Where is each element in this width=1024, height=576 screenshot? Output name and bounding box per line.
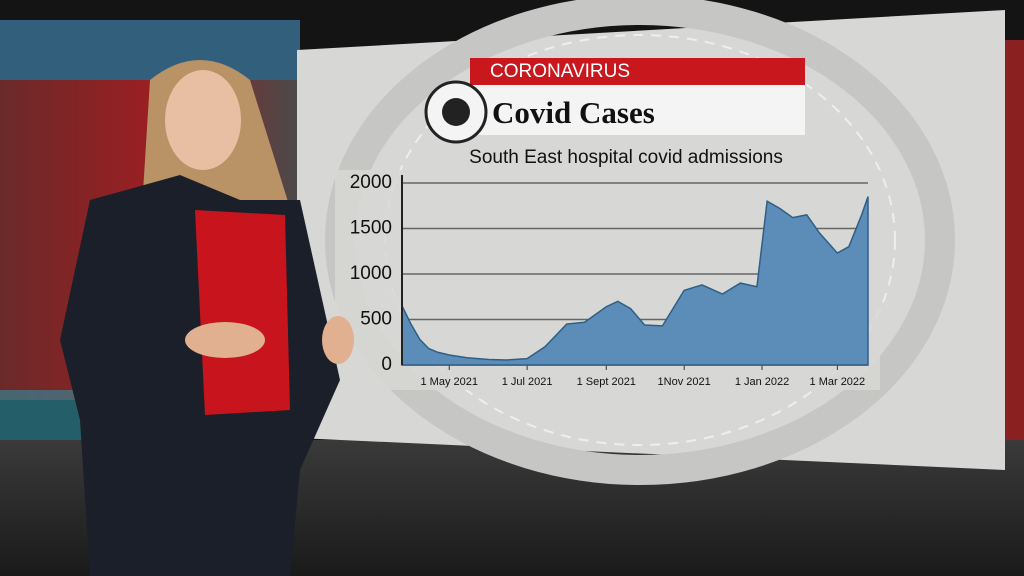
chart-title: South East hospital covid admissions xyxy=(469,147,783,168)
face xyxy=(165,70,241,170)
blouse xyxy=(195,210,290,415)
y-tick-label: 2000 xyxy=(350,172,392,193)
heading-box xyxy=(470,85,805,135)
hand xyxy=(322,316,354,364)
x-tick-label: 1 Jul 2021 xyxy=(502,376,553,388)
presenter xyxy=(60,60,354,576)
heading: Covid Cases xyxy=(492,95,655,130)
x-tick-label: 1 Sept 2021 xyxy=(577,376,636,388)
kicker-bar xyxy=(470,58,805,85)
y-tick-label: 500 xyxy=(360,309,392,330)
kicker: CORONAVIRUS xyxy=(490,61,630,82)
y-tick-label: 0 xyxy=(381,354,392,375)
x-tick-label: 1Nov 2021 xyxy=(658,376,711,388)
virus-icon xyxy=(442,98,470,126)
area xyxy=(401,196,869,366)
x-tick-label: 1 Mar 2022 xyxy=(810,376,866,388)
y-tick-label: 1500 xyxy=(350,218,392,239)
x-tick-label: 1 Jan 2022 xyxy=(735,376,789,388)
y-tick-label: 1000 xyxy=(350,263,392,284)
studio-light xyxy=(0,20,300,80)
x-tick-label: 1 May 2021 xyxy=(420,376,477,388)
studio-wall-right xyxy=(1005,40,1024,460)
hand xyxy=(185,322,265,358)
